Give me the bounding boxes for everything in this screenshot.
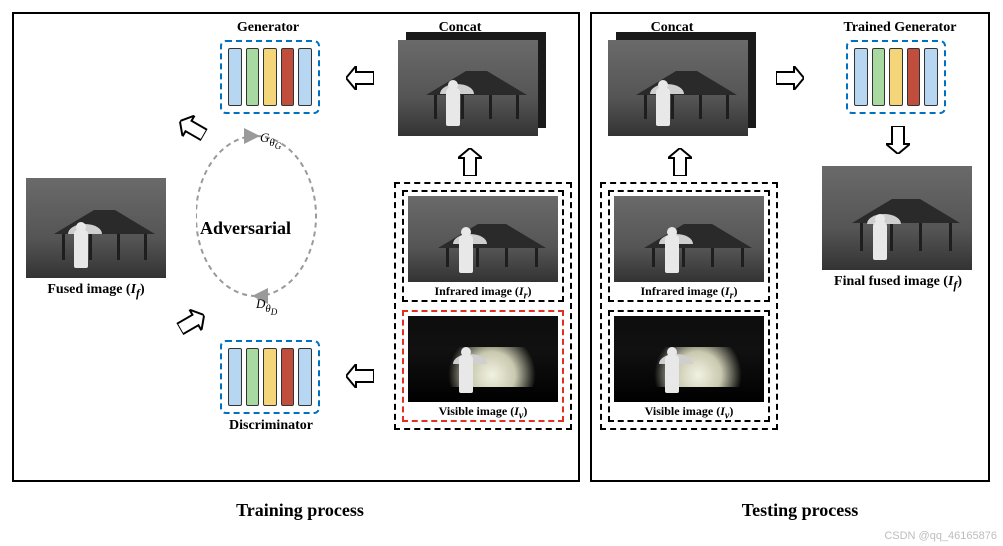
layer-bar	[872, 48, 886, 106]
layer-bar	[889, 48, 903, 106]
infrared-label-train: Infrared image (Ir)	[408, 284, 558, 301]
layer-bar	[246, 348, 260, 406]
visible-label-train: Visible image (Iv)	[408, 404, 558, 421]
layer-bar	[298, 48, 312, 106]
visible-label-test: Visible image (Iv)	[614, 404, 764, 421]
concat-image-train	[398, 40, 538, 136]
infrared-label-test: Infrared image (Ir)	[614, 284, 764, 301]
arrow-concat-to-generator	[346, 66, 374, 90]
layer-bar	[298, 348, 312, 406]
adversarial-label: Adversarial	[200, 218, 291, 239]
infrared-image-train	[408, 196, 558, 282]
layer-bar	[854, 48, 868, 106]
training-process-label: Training process	[210, 500, 390, 521]
fused-image-label: Fused image (If)	[26, 282, 166, 300]
concat-image-test	[608, 40, 748, 136]
layer-bar	[281, 48, 295, 106]
arrow-source-to-concat-train	[458, 148, 482, 176]
final-fused-image	[822, 166, 972, 270]
visible-image-train	[408, 316, 558, 402]
trained-generator-network	[846, 40, 946, 114]
layer-bar	[907, 48, 921, 106]
arrow-source-to-concat-test	[668, 148, 692, 176]
discriminator-label: Discriminator	[216, 418, 326, 434]
generator-label: Generator	[218, 20, 318, 36]
g-theta-label: GθG	[260, 130, 281, 151]
arrow-concat-to-trained	[776, 66, 804, 90]
layer-bar	[228, 48, 242, 106]
layer-bar	[263, 48, 277, 106]
final-fused-label: Final fused image (If)	[818, 274, 978, 292]
trained-generator-label: Trained Generator	[830, 20, 970, 36]
fused-image	[26, 178, 166, 278]
layer-bar	[228, 348, 242, 406]
layer-bar	[281, 348, 295, 406]
layer-bar	[263, 348, 277, 406]
generator-network	[220, 40, 320, 114]
testing-process-label: Testing process	[720, 500, 880, 521]
d-theta-label: DθD	[256, 296, 277, 317]
visible-image-test	[614, 316, 764, 402]
layer-bar	[246, 48, 260, 106]
discriminator-network	[220, 340, 320, 414]
arrow-visible-to-discriminator	[346, 364, 374, 388]
arrow-trained-to-fused	[886, 126, 910, 154]
layer-bar	[924, 48, 938, 106]
infrared-image-test	[614, 196, 764, 282]
watermark: CSDN @qq_46165876	[884, 530, 997, 542]
